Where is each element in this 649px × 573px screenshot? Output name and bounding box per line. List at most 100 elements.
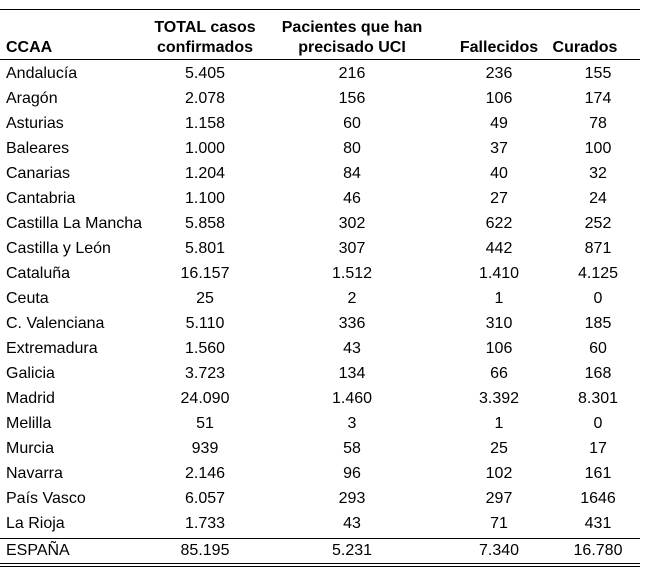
table-row: Extremadura 1.560 43 106 60 bbox=[0, 336, 640, 361]
table-bottom-rule bbox=[0, 563, 640, 564]
table-row: País Vasco 6.057 293 297 1646 bbox=[0, 486, 640, 511]
table-bottom-double-rule bbox=[0, 566, 640, 567]
table-row: C. Valenciana 5.110 336 310 185 bbox=[0, 311, 640, 336]
table-row: Navarra 2.146 96 102 161 bbox=[0, 461, 640, 486]
cell-total: 1.158 bbox=[184, 115, 226, 132]
header-fallecidos: Fallecidos bbox=[440, 38, 558, 58]
cell-uci: 302 bbox=[338, 215, 366, 232]
cell-ccaa: Murcia bbox=[6, 440, 55, 457]
table-row: Castilla La Mancha 5.858 302 622 252 bbox=[0, 211, 640, 236]
table-row: La Rioja 1.733 43 71 431 bbox=[0, 511, 640, 536]
table-row: Baleares 1.000 80 37 100 bbox=[0, 136, 640, 161]
cell-curados: 8.301 bbox=[577, 390, 619, 407]
header-ccaa: CCAA bbox=[6, 38, 146, 58]
cell-fallecidos: 236 bbox=[485, 65, 513, 82]
cell-ccaa: Baleares bbox=[6, 140, 70, 157]
cell-uci: 3 bbox=[347, 415, 357, 432]
table-row: Canarias 1.204 84 40 32 bbox=[0, 161, 640, 186]
cell-uci: 96 bbox=[343, 465, 361, 482]
cell-total: 16.157 bbox=[180, 265, 230, 282]
cell-ccaa: C. Valenciana bbox=[6, 315, 105, 332]
cell-total: 5.801 bbox=[184, 240, 226, 257]
cell-ccaa: Andalucía bbox=[6, 65, 78, 82]
cell-fallecidos: 3.392 bbox=[478, 390, 520, 407]
cell-curados: 17 bbox=[589, 440, 607, 457]
total-fallecidos: 7.340 bbox=[478, 542, 520, 559]
cell-ccaa: Melilla bbox=[6, 415, 52, 432]
cell-uci: 1.512 bbox=[331, 265, 373, 282]
header-uci-line-2: precisado UCI bbox=[298, 39, 406, 56]
total-curados: 16.780 bbox=[573, 542, 623, 559]
table-row: Galicia 3.723 134 66 168 bbox=[0, 361, 640, 386]
cell-ccaa: Asturias bbox=[6, 115, 64, 132]
cell-uci: 58 bbox=[343, 440, 361, 457]
cell-curados: 78 bbox=[589, 115, 607, 132]
cell-fallecidos: 1 bbox=[494, 290, 504, 307]
cell-uci: 43 bbox=[343, 340, 361, 357]
cell-total: 24.090 bbox=[180, 390, 230, 407]
cell-fallecidos: 106 bbox=[485, 340, 513, 357]
cell-curados: 185 bbox=[584, 315, 612, 332]
cell-total: 1.000 bbox=[184, 140, 226, 157]
cell-curados: 60 bbox=[589, 340, 607, 357]
cell-total: 6.057 bbox=[184, 490, 226, 507]
cell-ccaa: Madrid bbox=[6, 390, 55, 407]
cell-uci: 216 bbox=[338, 65, 366, 82]
cell-fallecidos: 622 bbox=[485, 215, 513, 232]
cell-ccaa: Ceuta bbox=[6, 290, 49, 307]
header-pacientes-uci: Pacientes que han precisado UCI bbox=[272, 18, 432, 58]
cell-ccaa: La Rioja bbox=[6, 515, 65, 532]
cell-uci: 43 bbox=[343, 515, 361, 532]
cell-curados: 174 bbox=[584, 90, 612, 107]
cell-ccaa: Galicia bbox=[6, 365, 55, 382]
header-total-casos: TOTAL casos confirmados bbox=[151, 18, 259, 58]
cell-fallecidos: 27 bbox=[490, 190, 508, 207]
header-uci-line-1: Pacientes que han bbox=[281, 19, 423, 36]
cell-curados: 24 bbox=[589, 190, 607, 207]
cell-uci: 293 bbox=[338, 490, 366, 507]
cell-fallecidos: 310 bbox=[485, 315, 513, 332]
cell-ccaa: Castilla y León bbox=[6, 240, 111, 257]
cell-curados: 0 bbox=[593, 415, 603, 432]
total-row-top-rule bbox=[0, 538, 640, 539]
header-total-line-1: TOTAL casos bbox=[154, 19, 256, 36]
cell-fallecidos: 37 bbox=[490, 140, 508, 157]
cell-uci: 60 bbox=[343, 115, 361, 132]
table-row: Madrid 24.090 1.460 3.392 8.301 bbox=[0, 386, 640, 411]
cell-fallecidos: 297 bbox=[485, 490, 513, 507]
cell-uci: 84 bbox=[343, 165, 361, 182]
table-row: Ceuta 25 2 1 0 bbox=[0, 286, 640, 311]
header-curados-label: Curados bbox=[552, 39, 618, 56]
cell-total: 25 bbox=[196, 290, 214, 307]
cell-ccaa: Navarra bbox=[6, 465, 63, 482]
cell-fallecidos: 1.410 bbox=[478, 265, 520, 282]
cell-curados: 1646 bbox=[580, 490, 616, 507]
table-row: Castilla y León 5.801 307 442 871 bbox=[0, 236, 640, 261]
cell-fallecidos: 106 bbox=[485, 90, 513, 107]
table-row: Andalucía 5.405 216 236 155 bbox=[0, 61, 640, 86]
cell-total: 3.723 bbox=[184, 365, 226, 382]
cell-ccaa: Aragón bbox=[6, 90, 58, 107]
table-body: Andalucía 5.405 216 236 155 Aragón 2.078… bbox=[0, 61, 640, 536]
cell-ccaa: Castilla La Mancha bbox=[6, 215, 143, 232]
cell-ccaa: Canarias bbox=[6, 165, 71, 182]
table-header: CCAA TOTAL casos confirmados Pacientes q… bbox=[0, 12, 640, 58]
header-bottom-rule bbox=[0, 59, 640, 60]
total-ccaa: ESPAÑA bbox=[6, 542, 70, 559]
cell-total: 1.204 bbox=[184, 165, 226, 182]
cell-fallecidos: 40 bbox=[490, 165, 508, 182]
cell-fallecidos: 66 bbox=[490, 365, 508, 382]
cell-total: 5.858 bbox=[184, 215, 226, 232]
cell-curados: 168 bbox=[584, 365, 612, 382]
cell-uci: 134 bbox=[338, 365, 366, 382]
header-curados: Curados bbox=[548, 38, 622, 58]
table-top-rule bbox=[0, 9, 640, 10]
cell-total: 1.560 bbox=[184, 340, 226, 357]
cell-fallecidos: 49 bbox=[490, 115, 508, 132]
cell-uci: 2 bbox=[347, 290, 357, 307]
cell-fallecidos: 71 bbox=[490, 515, 508, 532]
cell-curados: 0 bbox=[593, 290, 603, 307]
header-ccaa-label: CCAA bbox=[6, 39, 53, 56]
cell-ccaa: Cantabria bbox=[6, 190, 76, 207]
